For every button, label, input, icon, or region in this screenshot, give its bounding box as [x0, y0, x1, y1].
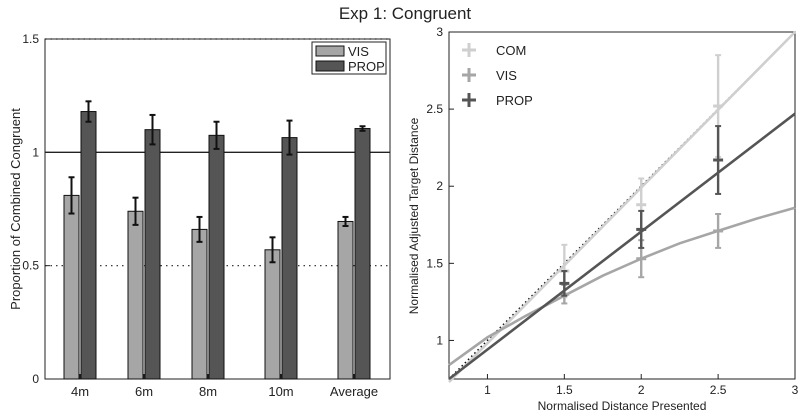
bar-vis [191, 228, 208, 380]
line-x-tick-label: 1 [484, 383, 491, 397]
bar-prop [80, 111, 97, 380]
fit-line-com [448, 31, 796, 384]
line-plot-frame [448, 31, 796, 380]
figure-title: Exp 1: Congruent [339, 4, 472, 23]
bar-legend-swatch [315, 45, 345, 57]
line-x-tick-label: 3 [792, 383, 799, 397]
bar-x-tick-label: 6m [135, 384, 153, 399]
bar-prop [281, 137, 298, 380]
bar-legend-label: VIS [348, 44, 369, 59]
line-x-tick-label: 2.5 [710, 383, 727, 397]
fit-line-vis [448, 206, 796, 367]
line-chart-panel: Normalised Adjusted Target Distance Norm… [407, 25, 799, 413]
line-y-tick-label: 2.5 [426, 102, 443, 116]
line-y-tick-label: 1.5 [426, 256, 443, 270]
bar-vis [63, 194, 80, 380]
bar-vis [127, 210, 144, 380]
bar-y-tick-label: 1 [32, 145, 39, 159]
line-legend: COM VIS PROP [462, 43, 533, 108]
bar-y-tick-label: 1.5 [22, 32, 39, 46]
bar-y-tick-label: 0 [32, 372, 39, 386]
bar-legend-swatch [315, 60, 345, 72]
bar-prop [144, 129, 161, 380]
bar-vis [337, 220, 354, 380]
line-y-tick-label: 1 [436, 333, 443, 347]
line-x-tick-label: 2 [638, 383, 645, 397]
line-x-axis-label: Normalised Distance Presented [538, 399, 707, 413]
bar-y-axis-label: Proportion of Combined Congruent [8, 108, 23, 310]
identity-line [448, 31, 796, 380]
bar-legend-label: PROP [348, 59, 385, 74]
bar-x-tick-label: Average [330, 384, 378, 399]
bar-x-tick-label: 4m [71, 384, 89, 399]
line-legend-label: VIS [496, 68, 517, 83]
line-y-tick-label: 2 [436, 179, 443, 193]
bar-vis [264, 249, 281, 380]
line-legend-label: COM [496, 43, 526, 58]
line-x-tick-label: 1.5 [556, 383, 573, 397]
bar-y-tick-label: 0.5 [22, 259, 39, 273]
line-y-tick-label: 3 [436, 25, 443, 39]
bar-x-tick-label: 10m [268, 384, 293, 399]
line-legend-label: PROP [496, 93, 533, 108]
bar-prop [354, 128, 371, 380]
bar-x-tick-label: 8m [199, 384, 217, 399]
bar-chart-panel: Proportion of Combined Congruent 0 0.5 1 1.… [8, 32, 391, 399]
line-y-axis-label: Normalised Adjusted Target Distance [407, 117, 421, 314]
bar-prop [208, 134, 225, 380]
fit-line-prop [448, 112, 796, 381]
